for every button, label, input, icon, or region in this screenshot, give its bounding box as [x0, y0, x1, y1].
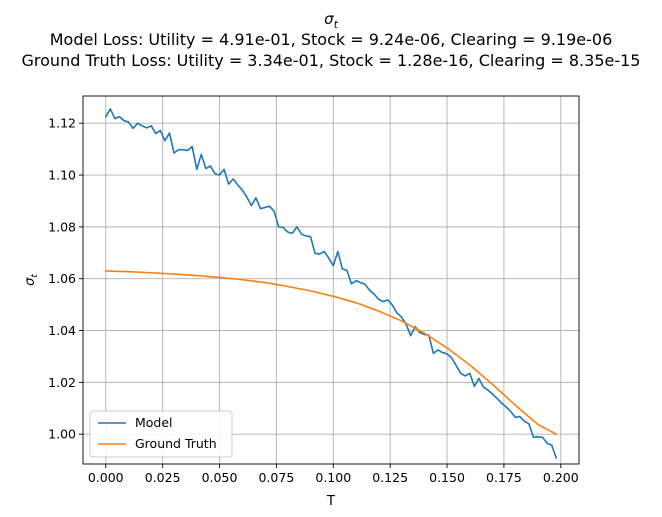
plot-area-frame — [82, 95, 580, 465]
axis-ticks: 0.000 0.025 0.050 0.075 0.100 0.125 0.150 0.175… — [48, 116, 579, 485]
x-tick-label: 0.175 — [486, 470, 522, 485]
chart-subtitle-ground-truth-loss: Ground Truth Loss: Utility = 3.34e-01, S… — [22, 51, 641, 70]
legend: Model Ground Truth — [89, 410, 233, 458]
series-line-model — [104, 108, 558, 459]
series-line-ground-truth — [104, 270, 558, 436]
y-tick-label: 1.04 — [48, 323, 76, 338]
series-layer — [104, 108, 558, 459]
y-tick-label: 1.00 — [48, 427, 76, 442]
x-tick-label: 0.025 — [145, 470, 181, 485]
x-tick-label: 0.075 — [258, 470, 294, 485]
chart-subtitle-model-loss: Model Loss: Utility = 4.91e-01, Stock = … — [50, 30, 613, 49]
x-tick-label: 0.100 — [315, 470, 351, 485]
chart-title-symbol: σ — [324, 10, 334, 28]
y-tick-label: 1.08 — [48, 219, 76, 234]
y-axis-label: σt — [23, 274, 40, 286]
x-axis-label: T — [326, 494, 335, 509]
x-tick-label: 0.150 — [429, 470, 465, 485]
chart-title-subscript: t — [334, 19, 339, 31]
y-axis-label-symbol: σ — [23, 277, 38, 286]
y-tick-label: 1.02 — [48, 375, 76, 390]
x-tick-label: 0.125 — [372, 470, 408, 485]
x-tick-label: 0.050 — [202, 470, 238, 485]
legend-label-model: Model — [135, 415, 173, 430]
y-tick-label: 1.12 — [48, 116, 76, 131]
y-tick-label: 1.06 — [48, 271, 76, 286]
y-tick-label: 1.10 — [48, 168, 76, 183]
y-axis-label-subscript: t — [30, 274, 40, 278]
x-tick-label: 0.200 — [543, 470, 579, 485]
legend-label-ground-truth: Ground Truth — [135, 436, 217, 451]
chart-title: σt — [324, 10, 339, 31]
x-tick-label: 0.000 — [88, 470, 124, 485]
